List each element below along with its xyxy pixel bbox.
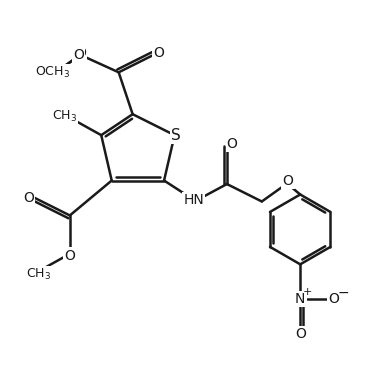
- Text: CH$_3$: CH$_3$: [26, 267, 51, 282]
- Text: −: −: [337, 286, 349, 300]
- Text: O: O: [23, 191, 34, 205]
- Text: O: O: [50, 72, 51, 73]
- Text: HN: HN: [184, 193, 204, 207]
- Text: CH$_3$: CH$_3$: [52, 109, 77, 123]
- Text: N: N: [295, 292, 305, 306]
- Text: O: O: [227, 137, 238, 151]
- Text: OCH$_3$: OCH$_3$: [35, 65, 70, 80]
- Text: O: O: [73, 48, 84, 62]
- Text: S: S: [171, 128, 181, 143]
- Text: O: O: [75, 46, 86, 60]
- Text: +: +: [303, 287, 313, 296]
- Text: O: O: [38, 276, 39, 277]
- Text: O: O: [328, 292, 339, 306]
- Text: O: O: [153, 46, 164, 60]
- Text: O: O: [65, 249, 75, 263]
- Text: O: O: [295, 327, 306, 341]
- Text: O: O: [283, 173, 293, 187]
